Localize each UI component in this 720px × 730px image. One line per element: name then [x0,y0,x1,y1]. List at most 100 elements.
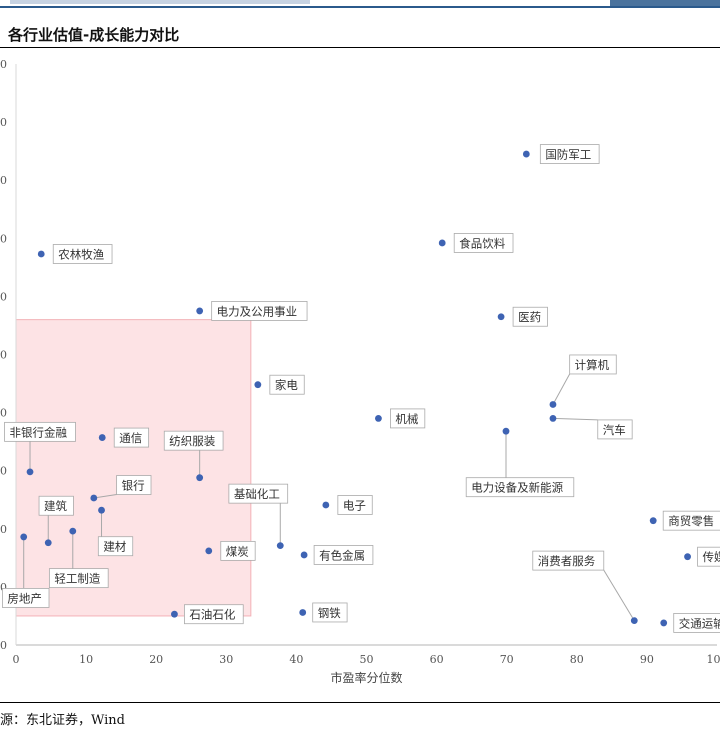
title-rule [0,47,720,48]
y-tick-label: 30 [0,465,7,478]
data-label-box [697,546,720,567]
data-label-box [673,613,720,633]
data-label: 食品饮料 [459,236,505,250]
y-tick-label: 10 [0,581,7,594]
footer-rule [0,702,720,703]
data-label-box [269,374,305,395]
data-label: 有色金属 [319,548,365,562]
data-label: 基础化工 [234,487,280,501]
data-point [549,415,557,422]
data-point [497,313,505,321]
x-tick-label: 10 [79,653,93,666]
data-label-box [211,301,308,321]
data-label: 建材 [103,540,126,554]
data-label-box [662,510,720,531]
leader-line [552,417,598,421]
x-tick-label: 30 [219,653,233,666]
y-tick-label: 80 [0,174,7,187]
y-tick-label: 0 [0,639,7,652]
data-label-box [116,475,152,495]
data-label-box [163,430,224,451]
data-point [502,427,510,435]
data-label-box [220,540,256,561]
data-point [98,434,106,441]
data-label: 银行 [122,479,145,493]
data-point [254,381,262,389]
data-point [300,551,308,559]
label-leaders [23,373,635,621]
data-point [90,494,98,502]
data-label: 钢铁 [318,606,341,620]
data-point [20,533,28,541]
y-tick-label: 20 [0,523,7,536]
data-label-box [184,604,244,625]
leader-line [552,373,571,405]
data-point [649,517,657,525]
axis-ticks: 0 10 20 30 40 50 60 70 80 90 100 0 10 20 30 40 50 60 70 80 9… [0,58,720,666]
data-label-box [313,545,374,565]
data-label: 石油石化 [189,608,235,622]
data-label: 建筑 [44,499,67,513]
data-label-box [465,477,575,498]
data-point [276,542,284,550]
data-label: 计算机 [575,358,610,372]
data-point [630,617,638,624]
y-tick-label: 60 [0,290,7,303]
data-label: 商贸零售 [668,514,714,528]
data-label-box [453,233,514,253]
y-tick-label: 100 [0,58,7,71]
x-tick-label: 20 [149,653,163,666]
data-label-box [4,421,76,442]
data-point [196,474,204,482]
data-label: 电子 [343,498,366,512]
data-point [98,506,105,514]
data-point [171,610,178,618]
y-tick-label: 90 [0,116,7,129]
data-point [205,547,213,555]
data-label-box [113,427,150,448]
data-label: 交通运输 [679,616,720,630]
data-label: 电力及公用事业 [217,304,297,318]
leader-line [603,569,635,621]
y-tick-label: 70 [0,232,7,245]
data-label-box [512,306,548,327]
data-label: 消费者服务 [538,554,596,568]
header-rule [0,6,720,8]
data-label: 轻工制造 [54,572,100,586]
data-point [438,239,446,247]
x-tick-label: 70 [500,653,514,666]
x-tick-label: 50 [360,653,374,666]
scatter-chart: 0 10 20 30 40 50 60 70 80 90 100 0 10 20 30 40 50 60 70 80 9… [0,58,720,685]
data-point [322,501,330,509]
header-fade-band [10,0,310,4]
data-point [684,553,691,561]
data-label: 通信 [119,431,142,445]
data-label: 传媒 [703,550,720,564]
x-tick-label: 100 [707,653,720,666]
figure-title: 各行业估值-成长能力对比 [8,26,180,44]
header-brand-mark [610,0,720,6]
data-label-box [390,408,426,429]
x-tick-label: 90 [640,653,654,666]
data-label: 煤炭 [226,544,249,558]
x-tick-label: 0 [13,653,20,666]
data-label-box [337,495,373,515]
data-point [196,307,204,315]
leader-line [93,494,117,499]
data-label-box [48,568,109,589]
data-label: 电力设备及新能源 [471,481,563,495]
data-point [522,150,530,158]
data-points [20,150,691,627]
data-label-box [312,602,348,623]
x-axis-title: 市盈率分位数 [330,670,402,685]
y-tick-label: 40 [0,407,7,420]
data-label: 医药 [518,310,541,324]
data-point [549,401,557,408]
data-label-box [569,354,617,375]
data-point [375,415,382,422]
data-point [660,619,668,627]
data-label-box [97,536,134,557]
data-point [37,250,45,258]
data-label: 非银行金融 [10,425,68,439]
